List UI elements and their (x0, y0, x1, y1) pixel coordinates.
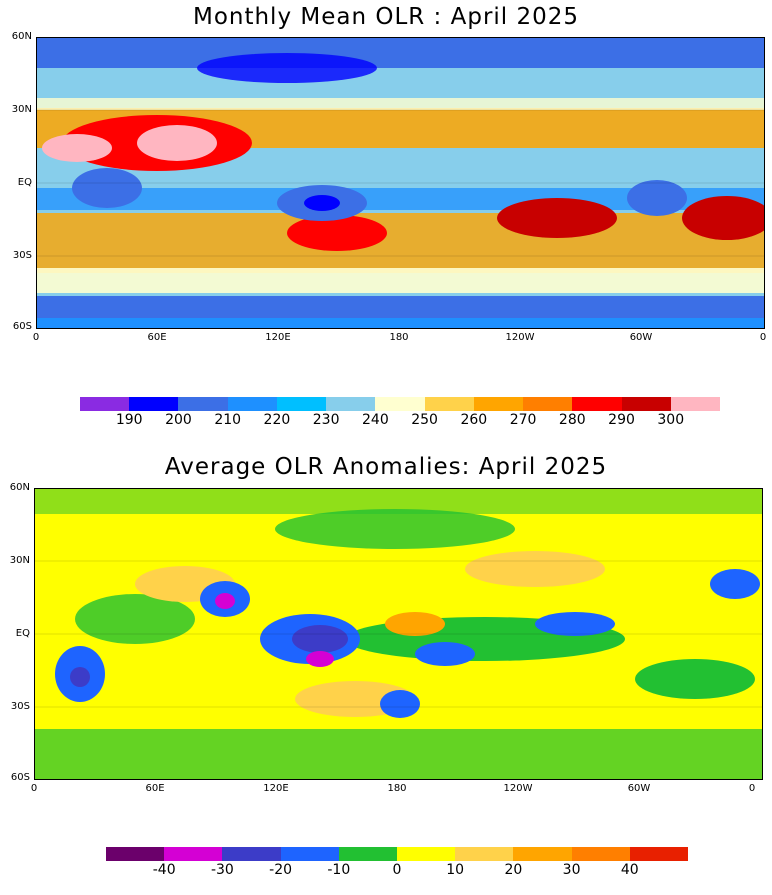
lon-tick-60w: 60W (629, 332, 653, 343)
lat-tick-30s-2: 30S (10, 701, 30, 712)
colorbar-label: -20 (269, 862, 293, 878)
colorbar-swatch (424, 397, 474, 411)
colorbar-swatch (326, 397, 376, 411)
lon-tick-60e: 60E (147, 332, 167, 343)
lon-tick-60e-2: 60E (145, 783, 165, 794)
colorbar-label: 210 (214, 412, 242, 428)
lon-tick-0: 0 (32, 332, 40, 343)
bottom-map-title: Average OLR Anomalies: April 2025 (164, 454, 608, 480)
colorbar-swatch (621, 397, 671, 411)
lat-tick-60n: 60N (11, 31, 32, 42)
colorbar-swatch (375, 397, 425, 411)
olr-anomaly-map (34, 488, 763, 780)
colorbar-label: 230 (312, 412, 340, 428)
lon-tick-120e: 120E (265, 332, 291, 343)
colorbar-label: 270 (509, 412, 537, 428)
colorbar-label: 0 (392, 862, 402, 878)
colorbar-swatch (397, 847, 456, 861)
colorbar-swatch (629, 847, 689, 861)
colorbar-swatch (222, 847, 281, 861)
colorbar-label: 190 (115, 412, 143, 428)
lat-tick-eq-2: EQ (15, 628, 30, 639)
colorbar-label: 30 (562, 862, 581, 878)
lat-tick-60n-2: 60N (9, 482, 30, 493)
colorbar-label: 200 (165, 412, 192, 428)
mean-colorbar (80, 397, 721, 411)
lat-tick-30n-2: 30N (9, 555, 30, 566)
colorbar-label: 290 (608, 412, 635, 428)
top-map-title: Monthly Mean OLR : April 2025 (192, 4, 580, 30)
colorbar-label: -40 (152, 862, 176, 878)
colorbar-swatch (523, 397, 573, 411)
colorbar-label: 220 (263, 412, 291, 428)
lon-tick-180-2: 180 (387, 783, 407, 794)
lat-tick-30s: 30S (12, 250, 32, 261)
colorbar-label: 40 (620, 862, 639, 878)
colorbar-swatch (129, 397, 179, 411)
colorbar-label: 20 (504, 862, 523, 878)
colorbar-swatch (227, 397, 277, 411)
colorbar-label: 300 (657, 412, 685, 428)
lat-tick-eq: EQ (17, 177, 32, 188)
lon-tick-0-2: 0 (30, 783, 38, 794)
colorbar-label: -30 (210, 862, 234, 878)
colorbar-swatch (513, 847, 572, 861)
lat-tick-60s-2: 60S (10, 772, 30, 783)
colorbar-label: 280 (558, 412, 586, 428)
colorbar-swatch (473, 397, 524, 411)
olr-mean-map (36, 37, 765, 329)
lon-tick-120w: 120W (505, 332, 535, 343)
lat-tick-60s: 60S (12, 321, 32, 332)
colorbar-swatch (338, 847, 398, 861)
lat-tick-30n: 30N (11, 104, 32, 115)
colorbar-label: 260 (460, 412, 488, 428)
lon-tick-180: 180 (389, 332, 409, 343)
colorbar-swatch (572, 397, 622, 411)
colorbar-label: 250 (411, 412, 438, 428)
colorbar-swatch (164, 847, 223, 861)
colorbar-swatch (455, 847, 514, 861)
colorbar-swatch (670, 397, 721, 411)
colorbar-swatch (280, 847, 339, 861)
lon-tick-120e-2: 120E (263, 783, 289, 794)
colorbar-label: 10 (446, 862, 465, 878)
colorbar-swatch (80, 397, 130, 411)
colorbar-swatch (178, 397, 228, 411)
anomaly-colorbar (106, 847, 689, 861)
colorbar-label: 240 (362, 412, 389, 428)
colorbar-swatch (276, 397, 327, 411)
colorbar-label: -10 (327, 862, 351, 878)
colorbar-swatch (106, 847, 165, 861)
lon-tick-0-east: 0 (759, 332, 767, 343)
lon-tick-120w-2: 120W (503, 783, 533, 794)
lon-tick-0-east-2: 0 (748, 783, 756, 794)
lon-tick-60w-2: 60W (627, 783, 651, 794)
colorbar-swatch (571, 847, 630, 861)
